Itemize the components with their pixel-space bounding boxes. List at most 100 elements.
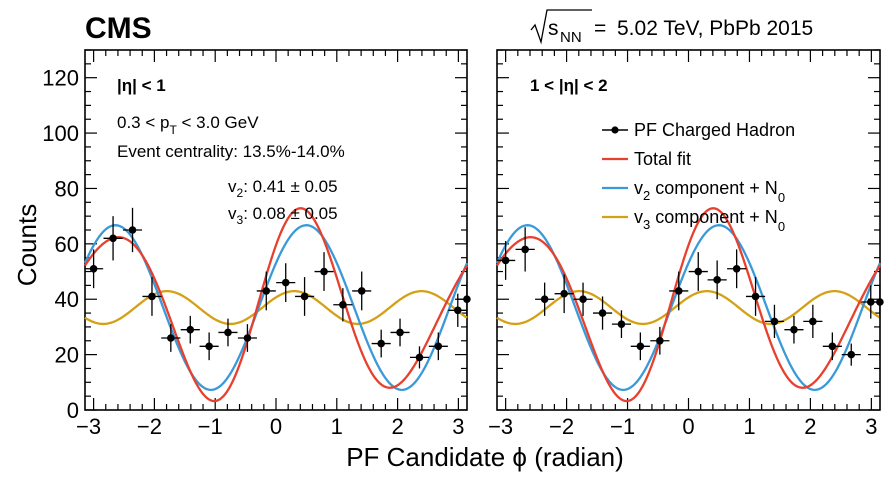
legend-v2-label: v2 component + N0 — [634, 178, 785, 205]
x-tick-label: 0 — [270, 414, 282, 439]
data-marker — [560, 289, 568, 298]
data-marker — [224, 328, 232, 337]
data-marker — [501, 256, 510, 265]
data-point — [333, 288, 353, 322]
data-marker — [109, 234, 117, 243]
data-point — [103, 216, 123, 261]
data-marker — [300, 292, 309, 301]
data-point — [554, 274, 574, 314]
v3-component-curve — [84, 290, 468, 326]
y-tick-label: 120 — [42, 66, 79, 91]
data-marker — [713, 276, 721, 284]
data-marker — [674, 287, 683, 295]
x-tick-label: 2 — [391, 414, 403, 439]
data-point — [218, 318, 238, 347]
data-marker — [167, 334, 175, 342]
v2-component-curve — [83, 224, 469, 392]
v2-value: v2: 0.41 ± 0.05 — [228, 177, 338, 200]
data-point — [707, 260, 727, 300]
energy-value: 5.02 TeV, PbPb 2015 — [617, 17, 813, 40]
data-point — [276, 263, 296, 302]
data-marker — [636, 342, 645, 351]
data-point — [611, 310, 632, 338]
legend-v2: v2 component + N0 — [602, 178, 785, 205]
data-marker — [262, 287, 271, 295]
data-point — [592, 296, 613, 330]
data-point — [497, 241, 516, 280]
legend-data-label: PF Charged Hadron — [634, 120, 795, 140]
y-tick-label: 80 — [55, 176, 79, 201]
y-axis-title: Counts — [12, 204, 42, 286]
data-marker — [89, 264, 98, 273]
x-tick-label: −1 — [198, 414, 223, 439]
data-marker — [205, 342, 213, 351]
y-tick-label: 60 — [55, 232, 79, 257]
x-tick-label: −3 — [488, 414, 513, 439]
data-marker — [598, 309, 607, 317]
panel-right: −3 −2 −1 0 1 2 3 — [488, 49, 884, 439]
total-fit-curve — [84, 207, 468, 403]
data-marker — [281, 278, 290, 287]
data-point — [237, 324, 257, 352]
data-marker — [186, 325, 195, 334]
left-eta-label: |η| < 1 — [117, 76, 166, 95]
energy-sub: NN — [560, 29, 582, 46]
data-marker — [415, 353, 424, 362]
data-marker — [357, 287, 366, 295]
data-point — [764, 304, 785, 338]
data-point — [180, 315, 200, 344]
data-marker — [579, 295, 587, 304]
x-tick-label: 3 — [452, 414, 464, 439]
x-tick-label: 3 — [865, 414, 877, 439]
data-point — [573, 282, 593, 316]
legend: PF Charged Hadron Total fit v2 component… — [602, 120, 795, 234]
data-point — [122, 207, 143, 253]
data-point — [256, 271, 276, 311]
data-point — [669, 271, 689, 311]
data-marker — [656, 336, 664, 345]
y-tick-label: 20 — [55, 343, 79, 368]
data-marker — [732, 264, 741, 273]
x-tick-label: 1 — [331, 414, 343, 439]
data-marker — [377, 339, 385, 348]
data-marker — [847, 350, 856, 359]
cms-label: CMS — [85, 12, 152, 45]
v3-component-curve — [496, 290, 881, 326]
pt-range: 0.3 < pT < 3.0 GeV — [117, 113, 259, 137]
data-point — [352, 271, 372, 311]
legend-total-fit: Total fit — [602, 149, 691, 169]
data-marker — [243, 334, 252, 342]
x-tick-label: −2 — [549, 414, 574, 439]
x-tick-label: −1 — [610, 414, 635, 439]
data-point — [630, 332, 650, 361]
data-point — [784, 315, 804, 344]
energy-s: s — [548, 17, 559, 40]
v2-component-curve — [495, 224, 882, 392]
data-point — [841, 343, 861, 366]
data-point — [727, 249, 747, 289]
y-tick-label: 100 — [42, 121, 79, 146]
data-marker — [463, 295, 471, 304]
data-point — [142, 277, 162, 316]
data-marker — [434, 342, 443, 351]
data-marker — [540, 295, 549, 304]
right-eta-label: 1 < |η| < 2 — [530, 76, 608, 95]
data-marker — [128, 226, 137, 234]
x-axis-title: PF Candidate ϕ (radian) — [346, 442, 624, 472]
data-point — [314, 252, 334, 291]
left-annotations: |η| < 1 0.3 < pT < 3.0 GeV Event central… — [117, 76, 345, 227]
data-marker — [876, 298, 884, 306]
data-point — [803, 304, 823, 338]
x-tick-label: −3 — [76, 414, 101, 439]
data-marker — [790, 325, 798, 334]
data-marker — [809, 317, 817, 326]
data-marker — [770, 317, 779, 326]
data-point — [822, 332, 842, 361]
data-point — [428, 332, 448, 361]
plot-frame — [496, 49, 881, 411]
data-point — [295, 277, 315, 316]
data-point — [85, 249, 104, 289]
data-marker — [521, 245, 529, 254]
data-point — [457, 282, 471, 316]
